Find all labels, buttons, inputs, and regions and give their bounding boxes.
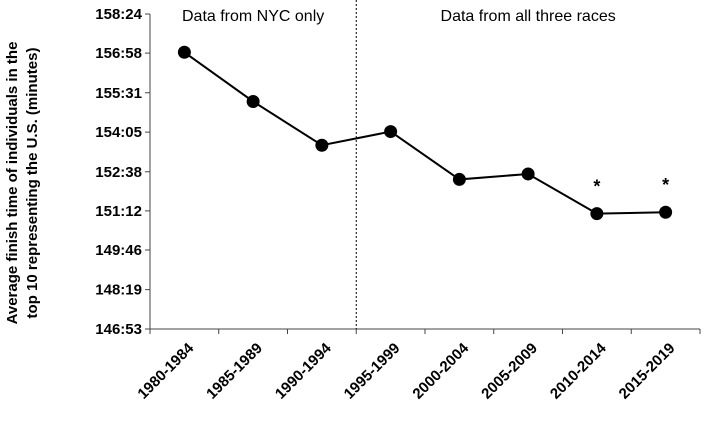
y-tick-label: 155:31 [95, 85, 142, 102]
y-ticks: 146:53 148:19 149:46 151:12 152:38 154:05 155:… [95, 6, 150, 338]
y-tick-label: 149:46 [95, 242, 142, 259]
y-tick-label: 152:38 [95, 164, 142, 181]
y-axis-title-line-1: Average finish time of individuals in th… [4, 42, 21, 325]
data-point [590, 207, 604, 221]
x-tick-label: 2010-2014 [547, 339, 610, 402]
y-tick-label: 151:12 [95, 203, 142, 220]
significance-star: * [593, 177, 600, 197]
y-tick-label: 146:53 [95, 321, 142, 338]
y-axis-title-line-2: top 10 representing the U.S. (minutes) [24, 48, 41, 319]
region-label: Data from NYC only [182, 8, 324, 25]
x-tick-label: 2000-2004 [409, 339, 472, 402]
x-tick-label: 1980-1984 [134, 339, 197, 402]
region-label: Data from all three races [441, 8, 616, 25]
x-ticks: 1980-1984 1985-1989 1990-1994 1995-1999 2000… [134, 329, 701, 403]
data-point [521, 167, 535, 181]
significance-star: * [662, 175, 669, 195]
data-point [246, 95, 260, 108]
data-point [659, 205, 673, 219]
y-tick-label: 158:24 [95, 6, 142, 23]
data-point [315, 138, 329, 152]
data-point [452, 172, 466, 186]
data-point [177, 45, 191, 59]
series-line [183, 51, 666, 215]
y-tick-label: 154:05 [95, 124, 142, 141]
x-tick-label: 1990-1994 [272, 339, 335, 402]
data-point [384, 125, 398, 139]
x-tick-label: 2015-2019 [616, 340, 679, 403]
region-labels: Data from NYC only Data from all three ra… [182, 0, 616, 329]
x-tick-label: 2005-2009 [478, 340, 541, 403]
x-tick-label: 1995-1999 [341, 340, 404, 403]
y-tick-label: 156:58 [95, 45, 142, 62]
axes [149, 14, 700, 330]
annotations: * * [593, 175, 669, 196]
x-tick-label: 1985-1989 [203, 340, 266, 403]
series [177, 45, 673, 221]
y-tick-label: 148:19 [95, 282, 142, 299]
y-axis-title: Average finish time of individuals in th… [4, 42, 41, 325]
